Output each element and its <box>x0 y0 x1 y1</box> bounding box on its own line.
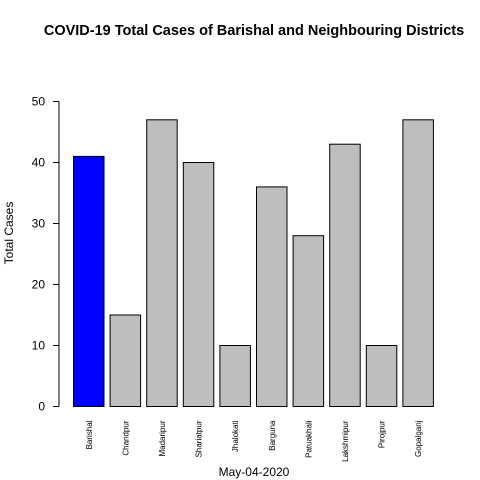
bar-pirojpur <box>365 345 398 407</box>
bars-group <box>73 119 434 408</box>
y-tick-label: 10 <box>32 339 46 353</box>
bar-chandpur <box>109 314 142 407</box>
category-label: Chandpur <box>121 420 130 455</box>
category-label: Jhalokati <box>231 420 240 452</box>
bar-madaripur <box>146 119 178 408</box>
bar-barishal <box>73 155 105 407</box>
bar-gopalganj <box>402 119 434 408</box>
y-axis-label: Total Cases <box>2 202 16 265</box>
category-label: Gopalganj <box>414 420 423 457</box>
category-label: Barishal <box>85 420 94 449</box>
bar-barguna <box>256 186 288 407</box>
y-tick-label: 30 <box>32 217 46 231</box>
y-tick-label: 50 <box>32 95 46 109</box>
bar-lakshmipur <box>329 143 361 407</box>
y-axis: 0 10 20 30 40 50 <box>32 95 60 414</box>
category-label: Pirojpur <box>378 420 387 448</box>
category-label: Patuakhali <box>304 420 313 458</box>
y-tick-label: 0 <box>38 400 45 414</box>
y-tick-label: 40 <box>32 156 46 170</box>
category-label: Shariatpur <box>195 420 204 457</box>
category-label: Madaripur <box>158 420 167 456</box>
bar-jhalokati <box>219 345 251 407</box>
chart-title: COVID-19 Total Cases of Barishal and Nei… <box>44 23 464 39</box>
y-tick-label: 20 <box>32 278 46 292</box>
bar-shariatpur <box>182 162 215 407</box>
category-label: Lakshmipur <box>341 420 350 462</box>
x-axis-label: May-04-2020 <box>219 465 290 479</box>
bar-patuakhali <box>292 235 325 407</box>
category-label: Barguna <box>268 420 277 451</box>
category-labels-group: Barishal Chandpur Madaripur Shariatpur Jhalo… <box>85 420 423 462</box>
